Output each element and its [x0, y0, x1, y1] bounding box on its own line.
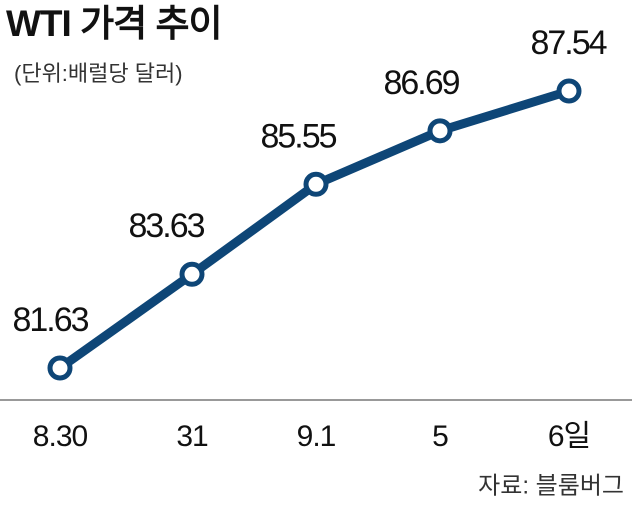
source: 자료: 블룸버그	[478, 472, 624, 499]
x-tick-label: 5	[432, 420, 448, 453]
point	[303, 171, 329, 197]
value-label: 86.69	[383, 64, 459, 102]
chart-subtitle: (단위:배럴당 달러)	[14, 61, 183, 86]
x-tick-label: 8.30	[33, 420, 88, 453]
x-tick-label: 31	[176, 420, 208, 453]
point	[179, 261, 205, 287]
point	[427, 118, 453, 144]
value-label: 83.63	[128, 207, 204, 245]
x-tick-label: 6일	[548, 420, 590, 453]
value-label: 85.55	[260, 117, 336, 155]
value-label: 81.63	[12, 301, 88, 339]
point	[556, 78, 582, 104]
point	[47, 355, 73, 381]
value-label: 87.54	[530, 24, 606, 62]
chart-title: WTI 가격 추이	[6, 3, 222, 44]
x-tick-label: 9.1	[297, 420, 336, 453]
